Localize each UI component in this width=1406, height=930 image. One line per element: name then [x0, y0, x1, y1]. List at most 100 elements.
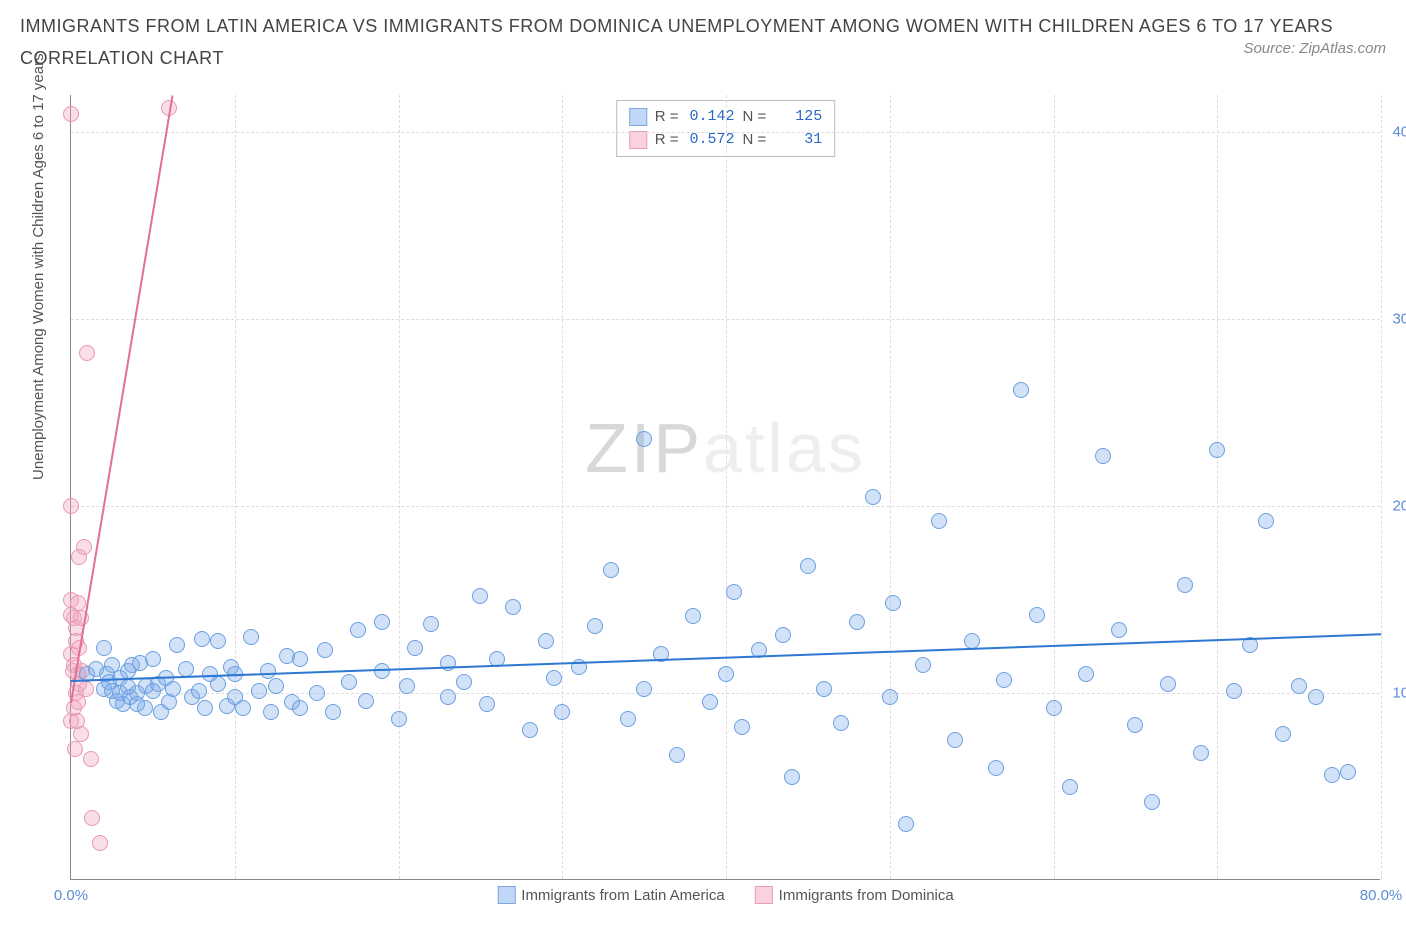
data-point: [70, 595, 86, 611]
data-point: [292, 651, 308, 667]
data-point: [76, 539, 92, 555]
legend-item: Immigrants from Dominica: [755, 886, 954, 904]
gridline-v: [235, 95, 236, 879]
data-point: [292, 700, 308, 716]
data-point: [83, 751, 99, 767]
data-point: [1062, 779, 1078, 795]
data-point: [309, 685, 325, 701]
legend-item: Immigrants from Latin America: [497, 886, 724, 904]
legend-swatch: [497, 886, 515, 904]
data-point: [1324, 767, 1340, 783]
chart-title: IMMIGRANTS FROM LATIN AMERICA VS IMMIGRA…: [20, 10, 1386, 75]
data-point: [440, 689, 456, 705]
data-point: [423, 616, 439, 632]
data-point: [1095, 448, 1111, 464]
data-point: [1127, 717, 1143, 733]
data-point: [260, 663, 276, 679]
data-point: [191, 683, 207, 699]
data-point: [178, 661, 194, 677]
y-tick-label: 30.0%: [1392, 311, 1406, 328]
data-point: [849, 614, 865, 630]
data-point: [505, 599, 521, 615]
data-point: [718, 666, 734, 682]
data-point: [702, 694, 718, 710]
data-point: [165, 681, 181, 697]
data-point: [1013, 382, 1029, 398]
data-point: [391, 711, 407, 727]
data-point: [538, 633, 554, 649]
gridline-v: [1381, 95, 1382, 879]
gridline-v: [890, 95, 891, 879]
legend-swatch: [755, 886, 773, 904]
data-point: [350, 622, 366, 638]
data-point: [931, 513, 947, 529]
x-tick-label: 0.0%: [54, 887, 88, 904]
r-value: 0.142: [687, 106, 735, 129]
data-point: [915, 657, 931, 673]
data-point: [1209, 442, 1225, 458]
data-point: [669, 747, 685, 763]
data-point: [169, 637, 185, 653]
data-point: [734, 719, 750, 735]
data-point: [522, 722, 538, 738]
data-point: [407, 640, 423, 656]
data-point: [603, 562, 619, 578]
data-point: [210, 633, 226, 649]
data-point: [1275, 726, 1291, 742]
data-point: [947, 732, 963, 748]
data-point: [399, 678, 415, 694]
data-point: [235, 700, 251, 716]
y-tick-label: 20.0%: [1392, 498, 1406, 515]
gridline-v: [562, 95, 563, 879]
data-point: [96, 640, 112, 656]
data-point: [197, 700, 213, 716]
data-point: [996, 672, 1012, 688]
data-point: [1160, 676, 1176, 692]
data-point: [1340, 764, 1356, 780]
data-point: [1258, 513, 1274, 529]
legend-label: Immigrants from Latin America: [521, 887, 724, 904]
data-point: [67, 741, 83, 757]
data-point: [833, 715, 849, 731]
data-point: [479, 696, 495, 712]
data-point: [1029, 607, 1045, 623]
data-point: [1193, 745, 1209, 761]
data-point: [63, 106, 79, 122]
data-point: [84, 810, 100, 826]
gridline-v: [726, 95, 727, 879]
data-point: [885, 595, 901, 611]
data-point: [587, 618, 603, 634]
y-tick-label: 40.0%: [1392, 124, 1406, 141]
data-point: [210, 676, 226, 692]
data-point: [1308, 689, 1324, 705]
gridline-v: [1217, 95, 1218, 879]
series-swatch: [629, 108, 647, 126]
trend-line: [70, 96, 173, 704]
data-point: [1078, 666, 1094, 682]
data-point: [472, 588, 488, 604]
data-point: [63, 498, 79, 514]
data-point: [1177, 577, 1193, 593]
gridline-v: [1054, 95, 1055, 879]
data-point: [546, 670, 562, 686]
data-point: [620, 711, 636, 727]
data-point: [1046, 700, 1062, 716]
data-point: [263, 704, 279, 720]
chart-plot-area: ZIPatlas R =0.142N =125R =0.572N = 31 Im…: [70, 95, 1380, 880]
data-point: [685, 608, 701, 624]
y-tick-label: 10.0%: [1392, 685, 1406, 702]
data-point: [243, 629, 259, 645]
r-label: R =: [655, 106, 679, 129]
data-point: [636, 431, 652, 447]
data-point: [325, 704, 341, 720]
data-point: [636, 681, 652, 697]
data-point: [775, 627, 791, 643]
data-point: [988, 760, 1004, 776]
data-point: [1111, 622, 1127, 638]
data-point: [784, 769, 800, 785]
data-point: [194, 631, 210, 647]
data-point: [73, 726, 89, 742]
data-point: [440, 655, 456, 671]
y-axis-label: Unemployment Among Women with Children A…: [30, 53, 47, 480]
x-tick-label: 80.0%: [1360, 887, 1403, 904]
